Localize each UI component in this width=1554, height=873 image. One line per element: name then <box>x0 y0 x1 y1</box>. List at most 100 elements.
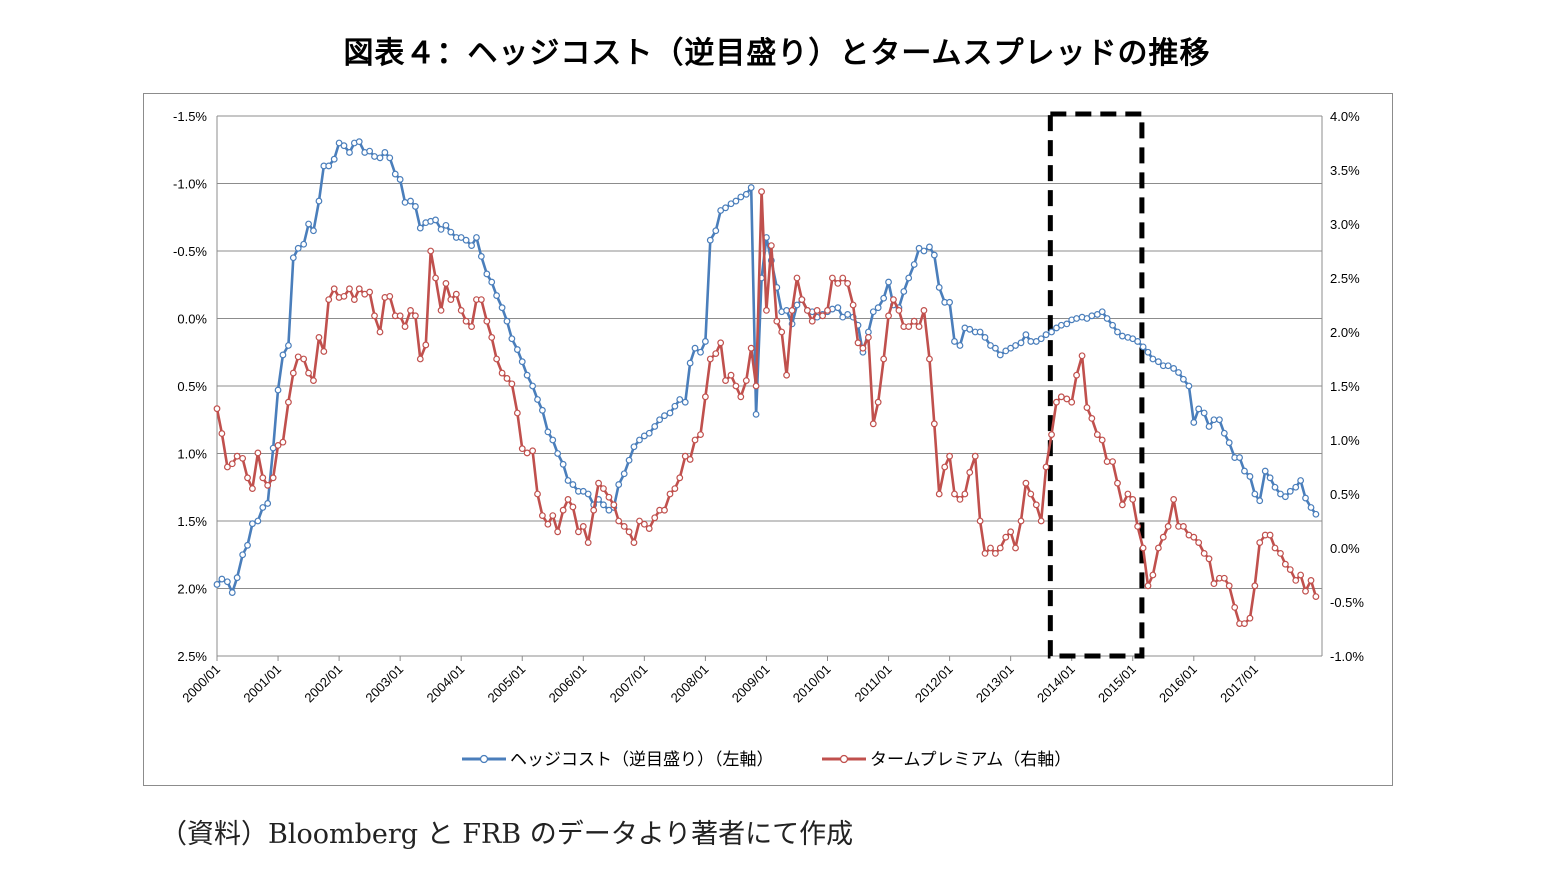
data-point <box>320 348 328 355</box>
right-axis-tick-label: 2.5% <box>1330 271 1360 286</box>
data-point <box>661 412 668 420</box>
data-point <box>981 550 989 557</box>
data-point <box>305 220 312 228</box>
data-point <box>615 517 623 525</box>
data-point <box>701 393 709 401</box>
chart-area: -1.5% -1.0% -0.5% 0.0% 0.5% 1.0% 1.5% 2.0% 2.5% 4… <box>143 93 1393 786</box>
data-point <box>701 338 709 345</box>
data-point <box>1129 496 1137 503</box>
data-point <box>930 420 938 428</box>
data-point <box>1007 344 1015 352</box>
data-point <box>223 578 231 586</box>
data-point <box>1180 523 1187 530</box>
data-point <box>391 170 399 178</box>
x-axis-tick-label: 2003/01 <box>362 662 406 706</box>
data-point <box>366 288 374 296</box>
data-point <box>1129 335 1137 343</box>
data-point <box>752 382 760 390</box>
data-point <box>1286 566 1294 574</box>
data-point <box>1002 533 1010 541</box>
data-point <box>880 294 888 302</box>
data-point <box>498 304 506 312</box>
data-point <box>625 528 633 536</box>
data-point <box>712 350 720 358</box>
data-point <box>783 371 790 379</box>
data-point <box>488 278 496 286</box>
data-point <box>996 351 1004 359</box>
data-point <box>447 296 455 304</box>
data-point <box>778 328 786 336</box>
x-axis-tick-label: 2008/01 <box>668 662 712 706</box>
x-axis-tick-label: 2006/01 <box>546 662 590 706</box>
data-point <box>697 348 704 356</box>
data-point <box>538 512 546 520</box>
data-point <box>1098 436 1106 444</box>
data-point <box>890 296 897 304</box>
data-point <box>1312 510 1320 518</box>
data-point <box>681 452 689 460</box>
data-point <box>564 477 572 484</box>
data-point <box>274 442 282 449</box>
data-point <box>676 474 684 482</box>
data-point <box>538 406 546 414</box>
data-point <box>691 344 699 352</box>
data-point <box>758 188 765 195</box>
data-point <box>1251 582 1259 590</box>
data-point <box>249 485 256 493</box>
data-point <box>854 339 862 347</box>
data-point <box>951 490 958 498</box>
data-point <box>1277 550 1284 557</box>
left-axis-tick-label: 1.5% <box>177 514 207 529</box>
data-point <box>239 454 247 462</box>
x-axis-tick-label: 2004/01 <box>423 662 467 706</box>
data-point <box>513 346 521 353</box>
data-point <box>493 355 501 363</box>
data-point <box>508 335 516 343</box>
data-point <box>976 328 984 336</box>
data-point <box>717 339 725 347</box>
data-point <box>457 306 465 314</box>
data-point <box>569 503 577 511</box>
data-point <box>1149 571 1157 579</box>
data-point <box>1256 497 1264 505</box>
data-point <box>742 377 750 385</box>
data-point <box>1170 365 1178 372</box>
data-point <box>355 138 363 146</box>
data-point <box>371 312 378 320</box>
data-point <box>1093 311 1101 318</box>
data-point <box>1093 431 1101 439</box>
grid-layer <box>216 115 1323 661</box>
data-point <box>1048 328 1055 336</box>
data-point <box>1175 369 1182 376</box>
data-point <box>793 301 801 309</box>
data-point <box>686 359 694 367</box>
data-point <box>244 474 251 482</box>
data-point <box>595 479 602 487</box>
data-point <box>1078 352 1086 360</box>
data-point <box>910 317 918 325</box>
data-point <box>844 311 852 318</box>
x-axis-tick-label: 2016/01 <box>1156 662 1200 706</box>
data-point <box>915 244 923 252</box>
right-axis-tick-label: 0.0% <box>1330 541 1360 556</box>
data-point <box>793 274 801 282</box>
data-point <box>1027 490 1035 498</box>
data-point <box>834 279 842 287</box>
data-point <box>346 149 353 156</box>
data-point <box>498 369 506 377</box>
legend-item: ヘッジコスト（逆目盛り）（左軸） <box>462 750 774 770</box>
right-axis-tick-label: 3.5% <box>1330 163 1360 178</box>
data-point <box>544 520 552 528</box>
data-point <box>1286 487 1294 495</box>
data-point <box>605 506 613 514</box>
data-point <box>412 203 419 210</box>
series-line <box>216 140 1317 594</box>
data-point <box>651 423 659 430</box>
legend-marker <box>839 754 849 764</box>
data-point <box>244 541 251 549</box>
data-point <box>396 312 404 320</box>
data-point <box>523 371 531 379</box>
data-point <box>1200 409 1208 417</box>
data-point <box>1144 348 1152 356</box>
data-point <box>732 197 740 205</box>
